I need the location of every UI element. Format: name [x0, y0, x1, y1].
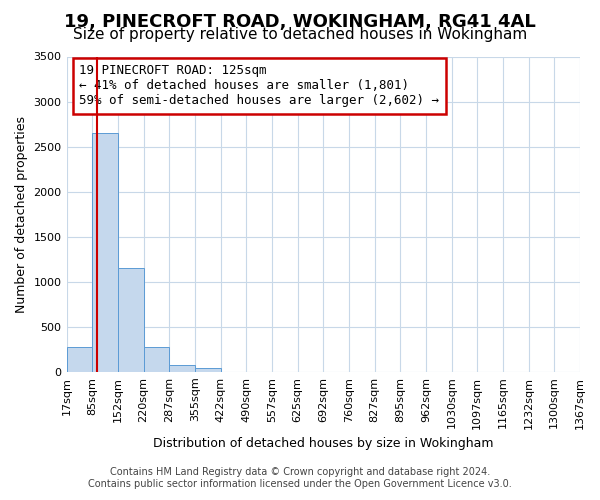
Text: Size of property relative to detached houses in Wokingham: Size of property relative to detached ho… — [73, 28, 527, 42]
Bar — [67, 346, 92, 372]
Bar — [143, 346, 169, 372]
Text: 19 PINECROFT ROAD: 125sqm
← 41% of detached houses are smaller (1,801)
59% of se: 19 PINECROFT ROAD: 125sqm ← 41% of detac… — [79, 64, 439, 108]
Text: Contains HM Land Registry data © Crown copyright and database right 2024.
Contai: Contains HM Land Registry data © Crown c… — [88, 468, 512, 489]
Text: 19, PINECROFT ROAD, WOKINGHAM, RG41 4AL: 19, PINECROFT ROAD, WOKINGHAM, RG41 4AL — [64, 12, 536, 30]
X-axis label: Distribution of detached houses by size in Wokingham: Distribution of detached houses by size … — [153, 437, 494, 450]
Bar — [118, 268, 143, 372]
Bar — [195, 368, 221, 372]
Bar — [169, 364, 195, 372]
Bar — [92, 133, 118, 372]
Y-axis label: Number of detached properties: Number of detached properties — [15, 116, 28, 312]
